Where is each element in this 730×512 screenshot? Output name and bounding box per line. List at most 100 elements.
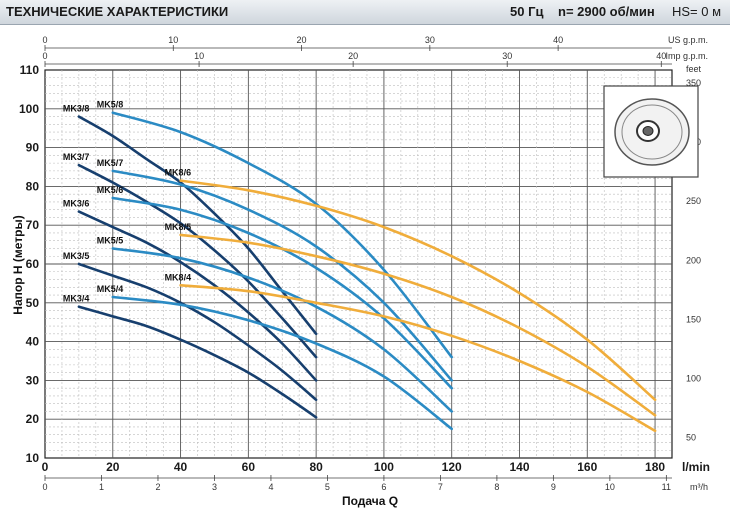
x-tick-label: 140 <box>509 460 529 474</box>
usgpm-unit-label: US g.p.m. <box>668 35 708 45</box>
x-tick-label: 40 <box>174 460 188 474</box>
series-label-mk5-8: MK5/8 <box>97 100 124 110</box>
m3h-tick-label: 0 <box>42 482 47 492</box>
curve-mk3-4 <box>77 305 318 419</box>
series-label-mk5-7: MK5/7 <box>97 158 124 168</box>
m3h-unit-label: m³/h <box>690 482 708 492</box>
series-mk8-4: MK8/4 <box>165 272 657 433</box>
impgpm-tick-label: 10 <box>194 51 204 61</box>
feet-tick-label: 100 <box>686 374 701 384</box>
curve-mk8-6 <box>179 179 657 402</box>
series-label-mk5-5: MK5/5 <box>97 235 124 245</box>
frequency-label: 50 Гц <box>510 4 544 19</box>
series-mk3-8: MK3/8 <box>63 104 318 336</box>
usgpm-tick-label: 40 <box>553 35 563 45</box>
x-tick-label: 160 <box>577 460 597 474</box>
series-mk5-8: MK5/8 <box>97 100 453 359</box>
usgpm-tick-label: 10 <box>168 35 178 45</box>
series-label-mk3-6: MK3/6 <box>63 199 90 209</box>
x-tick-label: 60 <box>242 460 256 474</box>
series-layer: MK3/8 MK3/7 MK3/6 MK3/5 MK3/4 MK5/8 MK5/7 MK5/6… <box>63 100 657 433</box>
y-tick-label: 100 <box>19 102 39 116</box>
y-tick-label: 30 <box>26 373 40 387</box>
series-mk5-6: MK5/6 <box>97 185 453 390</box>
series-label-mk8-4: MK8/4 <box>165 272 192 282</box>
feet-tick-label: 350 <box>686 78 701 88</box>
curve-mk3-8 <box>77 115 318 336</box>
m3h-tick-label: 5 <box>325 482 330 492</box>
series-mk8-6: MK8/6 <box>165 168 657 402</box>
m3h-tick-label: 2 <box>155 482 160 492</box>
curve-mk8-5 <box>179 233 657 417</box>
impgpm-tick-label: 0 <box>42 51 47 61</box>
impgpm-tick-label: 40 <box>656 51 666 61</box>
y-tick-label: 90 <box>26 141 40 155</box>
series-label-mk5-6: MK5/6 <box>97 185 124 195</box>
curve-mk3-5 <box>77 262 318 402</box>
m3h-tick-label: 6 <box>381 482 386 492</box>
curve-mk5-4 <box>111 295 453 431</box>
series-mk5-4: MK5/4 <box>97 284 453 431</box>
series-mk5-7: MK5/7 <box>97 158 453 382</box>
x-tick-label: 0 <box>42 460 49 474</box>
series-label-mk8-5: MK8/5 <box>165 222 192 232</box>
feet-tick-label: 250 <box>686 196 701 206</box>
feet-tick-label: 50 <box>686 433 696 443</box>
y-tick-label: 40 <box>26 335 40 349</box>
m3h-tick-label: 10 <box>605 482 615 492</box>
m3h-tick-label: 7 <box>438 482 443 492</box>
curve-mk3-6 <box>77 210 318 382</box>
x-tick-label: 80 <box>309 460 323 474</box>
series-label-mk3-5: MK3/5 <box>63 251 90 261</box>
m3h-tick-label: 9 <box>551 482 556 492</box>
impgpm-unit-label: Imp g.p.m. <box>665 51 708 61</box>
y-tick-label: 50 <box>26 296 40 310</box>
m3h-tick-label: 1 <box>99 482 104 492</box>
series-label-mk5-4: MK5/4 <box>97 284 124 294</box>
curve-mk8-4 <box>179 284 657 433</box>
impgpm-tick-label: 20 <box>348 51 358 61</box>
y-tick-label: 70 <box>26 218 40 232</box>
curve-mk5-5 <box>111 247 453 413</box>
y-tick-label: 20 <box>26 412 40 426</box>
m3h-tick-label: 11 <box>662 482 671 492</box>
feet-unit-label: feet <box>686 64 702 74</box>
x-unit-label: l/min <box>682 460 710 474</box>
suction-height-label: HS= 0 м <box>672 4 722 19</box>
series-label-mk8-6: MK8/6 <box>165 168 192 178</box>
impeller-thumbnail <box>603 85 699 178</box>
feet-tick-label: 200 <box>686 255 701 265</box>
y-tick-label: 10 <box>26 451 40 465</box>
series-label-mk3-7: MK3/7 <box>63 152 90 162</box>
grid <box>44 69 673 459</box>
y-tick-label: 110 <box>20 63 40 77</box>
y-tick-label: 80 <box>26 179 40 193</box>
series-mk3-6: MK3/6 <box>63 199 318 382</box>
usgpm-tick-label: 20 <box>297 35 307 45</box>
x-tick-label: 100 <box>374 460 394 474</box>
x-axis-label: Подача Q <box>342 494 398 508</box>
series-mk3-4: MK3/4 <box>63 294 318 419</box>
series-mk8-5: MK8/5 <box>165 222 657 417</box>
speed-label: n= 2900 об/мин <box>558 4 655 19</box>
header-bar: ТЕХНИЧЕСКИЕ ХАРАКТЕРИСТИКИ 50 Гц n= 2900… <box>0 0 730 25</box>
impgpm-tick-label: 30 <box>502 51 512 61</box>
x-tick-label: 20 <box>106 460 120 474</box>
feet-tick-label: 150 <box>686 314 701 324</box>
x-tick-label: 180 <box>645 460 665 474</box>
curve-mk5-8 <box>111 111 453 359</box>
series-mk5-5: MK5/5 <box>97 235 453 413</box>
x-tick-label: 120 <box>442 460 462 474</box>
chart-title: ТЕХНИЧЕСКИЕ ХАРАКТЕРИСТИКИ <box>6 4 229 19</box>
curve-mk5-6 <box>111 196 453 390</box>
usgpm-tick-label: 0 <box>42 35 47 45</box>
series-mk3-5: MK3/5 <box>63 251 318 402</box>
m3h-tick-label: 3 <box>212 482 217 492</box>
series-label-mk3-8: MK3/8 <box>63 104 90 114</box>
m3h-tick-label: 4 <box>268 482 273 492</box>
m3h-tick-label: 8 <box>494 482 499 492</box>
series-label-mk3-4: MK3/4 <box>63 294 90 304</box>
